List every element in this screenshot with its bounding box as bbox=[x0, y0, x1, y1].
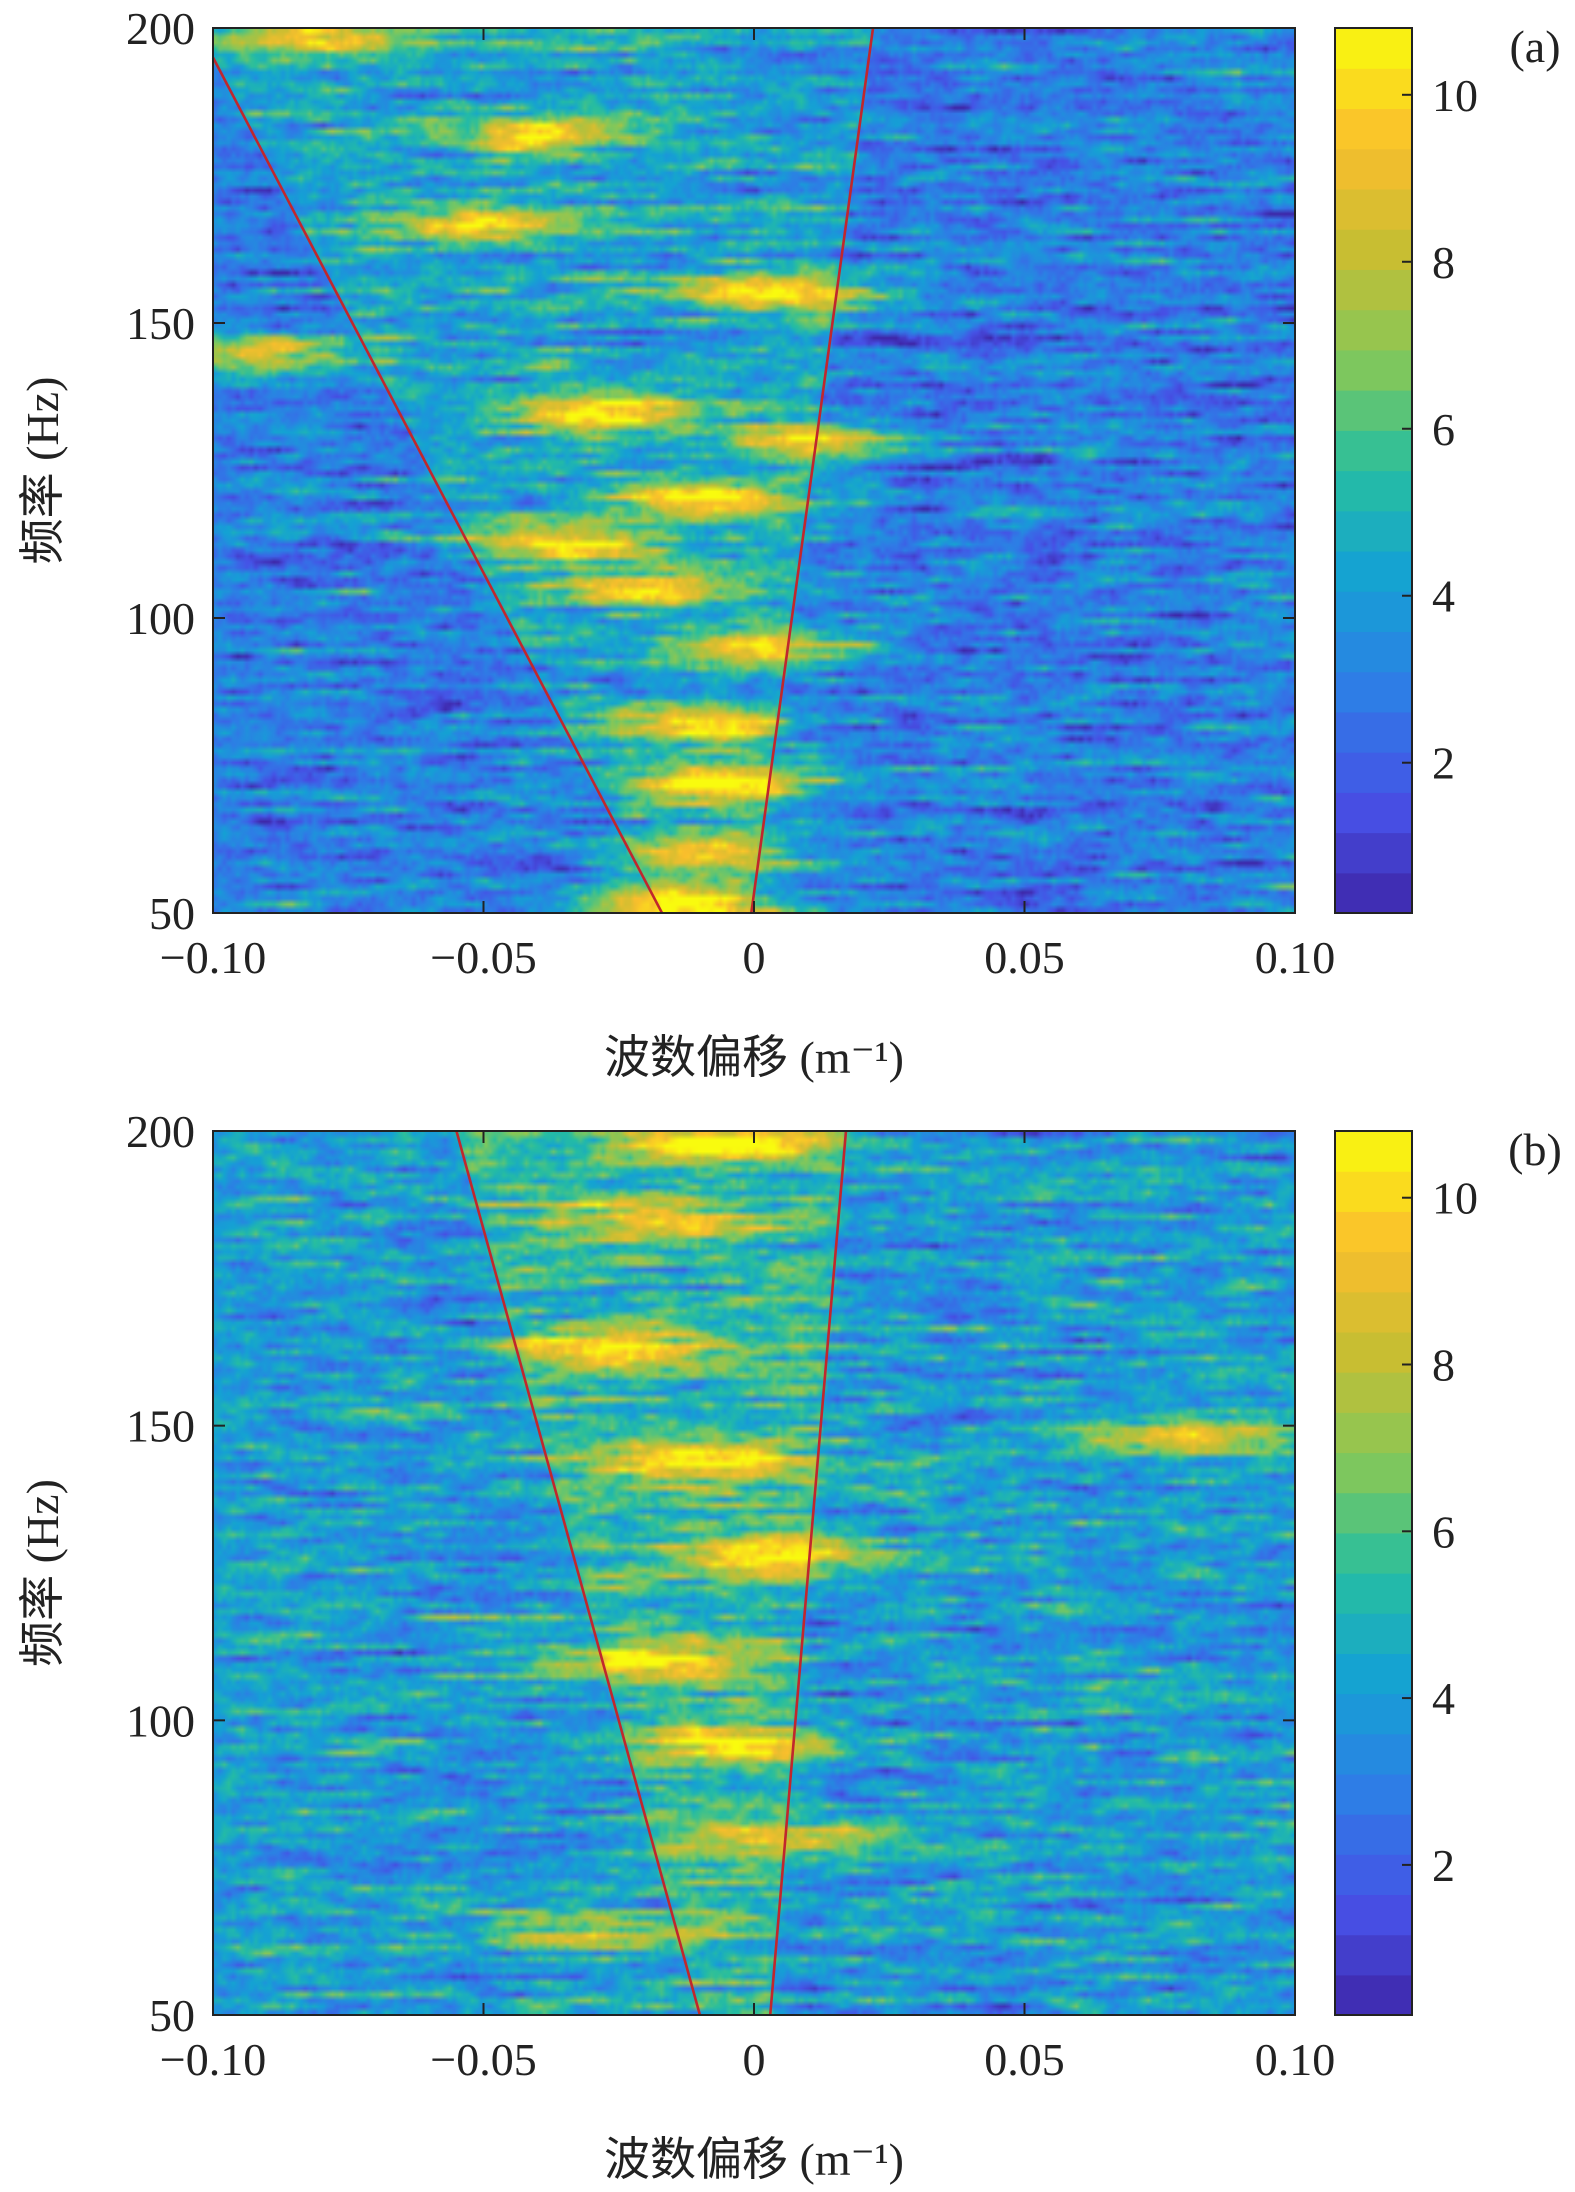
panel-label: (a) bbox=[1509, 21, 1560, 72]
colorbar-band bbox=[1335, 1251, 1412, 1293]
colorbar-frame bbox=[1334, 27, 1413, 914]
colorbar-band bbox=[1335, 711, 1412, 753]
overlay-line-1 bbox=[211, 56, 664, 914]
y-axis-title: 频率 (Hz) bbox=[17, 377, 68, 565]
x-axis-title: 波数偏移 (m⁻¹) bbox=[604, 1032, 904, 1083]
colorbar-band bbox=[1335, 68, 1412, 110]
colorbar-band bbox=[1335, 1291, 1412, 1333]
colorbar-band bbox=[1335, 631, 1412, 673]
colorbar-band bbox=[1335, 229, 1412, 270]
colorbar-tick-label: 10 bbox=[1432, 1173, 1478, 1224]
y-tick-label: 50 bbox=[149, 888, 195, 939]
colorbar-band bbox=[1335, 1412, 1412, 1454]
colorbar-band bbox=[1335, 1854, 1412, 1896]
y-tick-label: 150 bbox=[126, 298, 195, 349]
colorbar-band bbox=[1335, 1974, 1412, 2016]
y-tick-label: 50 bbox=[149, 1990, 195, 2041]
colorbar-band bbox=[1335, 1492, 1412, 1534]
colorbar-band bbox=[1335, 1573, 1412, 1614]
x-tick-label: 0.05 bbox=[984, 2034, 1065, 2085]
x-tick-label: 0.10 bbox=[1255, 2034, 1336, 2085]
colorbar-tick-label: 4 bbox=[1432, 1673, 1455, 1724]
colorbar-band bbox=[1335, 1934, 1412, 1976]
colorbar-band bbox=[1335, 1452, 1412, 1494]
colorbar-band bbox=[1335, 1532, 1412, 1574]
colorbar-band bbox=[1335, 1693, 1412, 1735]
x-tick-label: 0.10 bbox=[1255, 932, 1336, 983]
colorbar-band bbox=[1335, 1331, 1412, 1373]
colorbar-band bbox=[1335, 832, 1412, 874]
x-axis-title: 波数偏移 (m⁻¹) bbox=[604, 2134, 904, 2185]
colorbar-band bbox=[1335, 752, 1412, 793]
colorbar-band bbox=[1335, 550, 1412, 592]
colorbar-band bbox=[1335, 148, 1412, 190]
heatmap-image bbox=[213, 1131, 1295, 2015]
colorbar-band bbox=[1335, 1131, 1412, 1172]
colorbar-tick-label: 2 bbox=[1432, 1840, 1455, 1891]
colorbar-tick-label: 8 bbox=[1432, 1340, 1455, 1391]
heatmap-image bbox=[213, 28, 1295, 913]
panel-label: (b) bbox=[1508, 1124, 1562, 1175]
y-tick-label: 100 bbox=[126, 593, 195, 644]
colorbar-band bbox=[1335, 390, 1412, 431]
colorbar-tick-label: 6 bbox=[1432, 404, 1455, 455]
y-tick-label: 200 bbox=[126, 3, 195, 54]
colorbar-frame bbox=[1334, 1130, 1413, 2016]
colorbar-tick-label: 2 bbox=[1432, 738, 1455, 789]
colorbar-band bbox=[1335, 1773, 1412, 1815]
colorbar-tick-label: 10 bbox=[1432, 70, 1478, 121]
colorbar-band bbox=[1335, 1171, 1412, 1212]
colorbar-band bbox=[1335, 671, 1412, 713]
colorbar-band bbox=[1335, 510, 1412, 552]
colorbar-band bbox=[1335, 108, 1412, 150]
colorbar-band bbox=[1335, 188, 1412, 230]
colorbar-band bbox=[1335, 470, 1412, 512]
overlay-line-2 bbox=[750, 27, 875, 914]
y-tick-label: 200 bbox=[126, 1106, 195, 1157]
y-tick-label: 100 bbox=[126, 1695, 195, 1746]
colorbar-band bbox=[1335, 309, 1412, 351]
x-tick-label: 0 bbox=[743, 932, 766, 983]
colorbar-band bbox=[1335, 1733, 1412, 1775]
y-tick-label: 150 bbox=[126, 1401, 195, 1452]
chart-panel-b: −0.10 −0.05 0 0.05 0.10 50 100 150 200 波数偏移 (m⁻¹)… bbox=[17, 1106, 1562, 2185]
x-tick-label: 0.05 bbox=[984, 932, 1065, 983]
colorbar-tick-label: 8 bbox=[1432, 237, 1455, 288]
overlay-line-2 bbox=[768, 1130, 848, 2016]
colorbar-band bbox=[1335, 1211, 1412, 1253]
colorbar-band bbox=[1335, 1894, 1412, 1936]
colorbar-band bbox=[1335, 28, 1412, 69]
colorbar-band bbox=[1335, 1814, 1412, 1855]
colorbar-band bbox=[1335, 1613, 1412, 1654]
x-tick-label: −0.10 bbox=[160, 932, 266, 983]
x-tick-label: −0.05 bbox=[430, 2034, 536, 2085]
colorbar-band bbox=[1335, 269, 1412, 311]
colorbar-band bbox=[1335, 792, 1412, 834]
colorbar-band bbox=[1335, 430, 1412, 472]
colorbar-band bbox=[1335, 872, 1412, 914]
colorbar-band bbox=[1335, 591, 1412, 633]
x-tick-label: −0.10 bbox=[160, 2034, 266, 2085]
colorbar-band bbox=[1335, 1653, 1412, 1695]
x-tick-label: −0.05 bbox=[430, 932, 536, 983]
colorbar-tick-label: 6 bbox=[1432, 1506, 1455, 1557]
x-tick-label: 0 bbox=[743, 2034, 766, 2085]
chart-panel-a: −0.10 −0.05 0 0.05 0.10 50 100 150 200 波数偏移 (m⁻¹)… bbox=[17, 3, 1561, 1083]
overlay-line-1 bbox=[455, 1130, 702, 2016]
colorbar-tick-label: 4 bbox=[1432, 571, 1455, 622]
y-axis-title: 频率 (Hz) bbox=[17, 1479, 68, 1667]
colorbar-band bbox=[1335, 1372, 1412, 1413]
colorbar-band bbox=[1335, 349, 1412, 391]
